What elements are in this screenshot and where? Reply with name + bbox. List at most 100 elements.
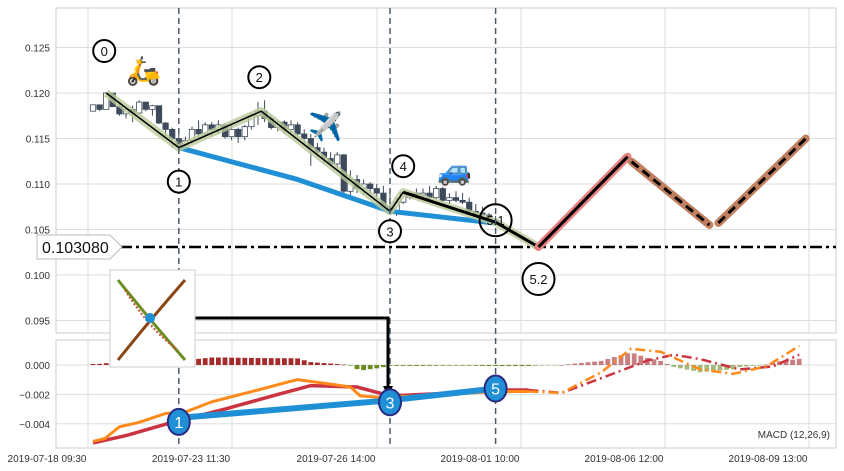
macd-histogram-bar bbox=[796, 358, 802, 365]
macd-y-tick-label: −0.002 bbox=[19, 390, 50, 401]
y-tick-label: 0.105 bbox=[25, 226, 50, 237]
macd-histogram-bar bbox=[493, 365, 498, 367]
y-tick-label: 0.120 bbox=[25, 89, 50, 100]
macd-histogram-bar bbox=[374, 365, 380, 369]
wave-label-circle bbox=[92, 39, 117, 63]
macd-wave-circle bbox=[483, 374, 508, 403]
projection-leg-2-dashes bbox=[630, 160, 711, 227]
macd-histogram-bar bbox=[473, 365, 479, 366]
macd-histogram-bar bbox=[282, 358, 287, 365]
macd-histogram-bar bbox=[255, 358, 261, 365]
macd-histogram-bar bbox=[526, 365, 531, 367]
macd-histogram-bar bbox=[407, 365, 413, 366]
macd-wave-label: 3 bbox=[386, 395, 395, 412]
macd-histogram-bar bbox=[737, 365, 743, 368]
scooter-icon: 🛵 bbox=[126, 55, 161, 87]
candle-down bbox=[162, 122, 169, 130]
macd-histogram-bar bbox=[361, 365, 366, 371]
y-tick-label: 0.115 bbox=[26, 135, 51, 146]
macd-y-tick-label: 0.000 bbox=[25, 361, 50, 372]
macd-histogram-bar bbox=[295, 358, 300, 365]
macd-histogram-bar bbox=[103, 363, 109, 365]
macd-histogram-bar bbox=[730, 365, 736, 370]
macd-histogram-bar bbox=[414, 365, 419, 366]
candle-down bbox=[367, 183, 374, 189]
macd-histogram-bar bbox=[625, 353, 630, 365]
macd-histogram-bar bbox=[678, 365, 683, 369]
macd-histogram-bar bbox=[209, 357, 215, 365]
macd-histogram-bar bbox=[684, 365, 690, 370]
wave-label-circle bbox=[391, 154, 416, 179]
macd-histogram-bar bbox=[565, 364, 571, 365]
candle-up bbox=[136, 101, 143, 114]
macd-histogram-bar bbox=[90, 363, 96, 365]
macd-histogram-bar bbox=[348, 365, 353, 366]
macd-wave-label: 1 bbox=[174, 415, 183, 432]
x-tick-label: 2019-07-18 09:30 bbox=[8, 454, 87, 465]
candle-up bbox=[89, 104, 97, 112]
macd-histogram-bar bbox=[308, 362, 314, 365]
macd-histogram-bar bbox=[513, 365, 518, 367]
macd-histogram-bar bbox=[486, 365, 492, 366]
candle-down bbox=[195, 128, 202, 135]
macd-histogram-bar bbox=[394, 365, 399, 366]
projection-leg-1-core bbox=[537, 155, 629, 249]
macd-histogram-bar bbox=[301, 360, 307, 365]
macd-histogram-bar bbox=[711, 365, 716, 372]
y-tick-label: 0.125 bbox=[25, 44, 50, 55]
projection-leg-3-dashes bbox=[717, 137, 807, 225]
macd-histogram-bar bbox=[97, 363, 102, 365]
macd-histogram-bar bbox=[480, 365, 485, 366]
wave-label: 4 bbox=[400, 159, 407, 174]
macd-histogram-bar bbox=[499, 365, 505, 367]
macd-wave-circle bbox=[166, 407, 191, 436]
wave-label: 2 bbox=[256, 70, 263, 85]
macd-histogram-bar bbox=[400, 365, 406, 366]
candle-up bbox=[446, 197, 453, 201]
price-level-tag bbox=[36, 234, 123, 260]
macd-wave-label: 5 bbox=[491, 382, 500, 399]
airplane-icon: ✈️ bbox=[308, 109, 343, 143]
wave-label-circle bbox=[247, 65, 272, 90]
macd-histogram-bar bbox=[651, 359, 657, 365]
candle-down bbox=[373, 188, 380, 194]
macd-histogram-bar bbox=[341, 364, 347, 366]
x-tick-label: 2019-07-23 11:30 bbox=[152, 454, 231, 465]
macd-histogram-bar bbox=[249, 357, 254, 365]
macd-histogram-bar bbox=[222, 357, 228, 365]
macd-histogram-bar bbox=[664, 363, 670, 365]
macd-histogram-bar bbox=[275, 358, 281, 365]
car-icon: 🚙 bbox=[437, 155, 472, 187]
candle-up bbox=[433, 188, 440, 199]
candle-down bbox=[155, 105, 163, 124]
macd-histogram-bar bbox=[790, 359, 795, 365]
y-tick-label: 0.100 bbox=[25, 271, 50, 282]
wave-line bbox=[105, 92, 404, 213]
macd-histogram-bar bbox=[691, 365, 696, 371]
macd-histogram-bar bbox=[750, 365, 756, 366]
macd-histogram-bar bbox=[262, 358, 267, 365]
macd-histogram-bar bbox=[552, 365, 558, 366]
macd-histogram-bar bbox=[658, 360, 663, 365]
macd-histogram-bar bbox=[763, 364, 769, 366]
macd-histogram-bar bbox=[506, 365, 512, 367]
macd-histogram-bar bbox=[202, 358, 208, 365]
wave-label-circle bbox=[166, 169, 191, 194]
macd-histogram-bar bbox=[618, 355, 624, 365]
inset-thumbnail bbox=[109, 269, 196, 368]
candle-up bbox=[334, 154, 341, 165]
x-tick-label: 2019-08-01 10:00 bbox=[441, 454, 520, 465]
macd-histogram-bar bbox=[466, 365, 472, 366]
macd-histogram-bar bbox=[367, 365, 373, 370]
macd-wave-circle bbox=[378, 388, 402, 417]
wave-label: 0 bbox=[101, 44, 108, 59]
macd-histogram-bar bbox=[216, 357, 221, 365]
macd-histogram-bar bbox=[381, 365, 386, 368]
macd-histogram-bar bbox=[354, 365, 360, 370]
x-tick-label: 2019-08-06 12:00 bbox=[585, 454, 664, 465]
macd-histogram-bar bbox=[447, 365, 452, 366]
trend-line bbox=[178, 145, 496, 226]
wave-label: 5.1 bbox=[487, 213, 505, 228]
candle-down bbox=[235, 128, 242, 138]
